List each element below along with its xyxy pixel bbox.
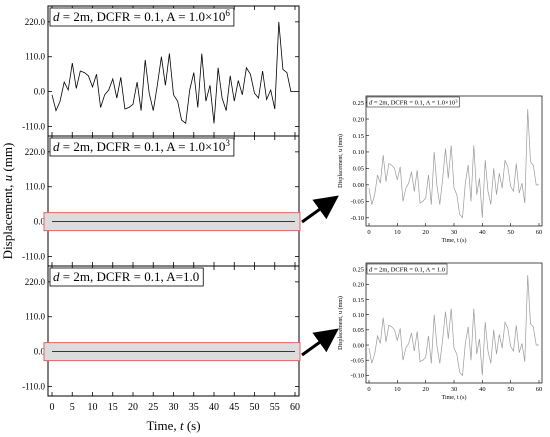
inset-title: d = 2m, DCFR = 0.1, A = 1.0×103 [369,98,458,107]
inset-x-axis-title: Time, t (s) [442,237,467,244]
zoom-inset-2: 0.25 0.20 0.15 0.10 0.05 0.00 -0.05 -0.100 10 20 3… [337,262,543,401]
inset-x-tick-label: 40 [479,386,486,393]
x-axis-title: Time, t (s) [146,418,200,433]
inset-y-tick-label: 0.00 [353,342,364,349]
y-tick-label: 0.0 [34,347,46,357]
inset-y-tick-label: -0.05 [350,358,364,365]
inset-x-tick-label: 50 [507,386,514,393]
x-tick-label: 55 [270,402,280,413]
inset-y-tick-label: 0.15 [353,297,364,304]
y-tick-label: 110.0 [25,52,45,62]
inset-y-tick-label: 0.05 [353,327,364,334]
inset-y-tick-label: -0.05 [350,199,364,206]
inset-x-axis-title: Time, t (s) [442,394,467,401]
x-tick-label: 15 [108,402,118,413]
y-tick-label: 220.0 [25,17,46,27]
x-tick-label: 30 [169,402,179,413]
inset-title-box [366,96,460,108]
y-tick-label: 110.0 [25,182,45,192]
x-tick-label: 10 [88,402,98,413]
inset-series-line [368,109,539,219]
x-tick-label: 40 [209,402,219,413]
inset-y-tick-label: 0.20 [353,282,364,289]
x-tick-label: 35 [189,402,199,413]
x-axis: 0 5 10 15 20 25 30 35 40 45 50 55 60 [50,402,301,413]
inset-y-tick-label: 0.15 [353,133,364,140]
zoom-inset-1: 0.25 0.20 0.15 0.10 0.05 0.00 -0.05 -0.100 10 20 3… [337,95,543,244]
x-tick-label: 45 [229,402,239,413]
inset-y-tick-label: -0.10 [350,215,364,222]
panel-title: d = 2m, DCFR = 0.1, A=1.0 [53,269,199,284]
inset-series-line [368,275,539,377]
y-tick-label: -110.0 [22,381,45,391]
inset-y-tick-label: 0.10 [353,149,364,156]
y-tick-label: 0.0 [34,87,46,97]
y-tick-label: 220.0 [25,147,46,157]
x-tick-label: 5 [70,402,75,413]
x-tick-label: 20 [128,402,138,413]
panel-1: 220.0 110.0 0.0 -110.0 d = 2m, DCFR = 0.1, A… [22,5,300,137]
inset-title: d = 2m, DCFR = 0.1, A = 1.0 [369,267,445,274]
inset-x-tick-label: 40 [479,229,486,236]
panel-2: 220.0 110.0 0.0 -110.0 d = 2m, DCFR = 0.1, A… [22,135,301,267]
inset-y-axis-title: Displacement, u (mm) [337,134,344,188]
x-tick-label: 60 [290,402,300,413]
inset-x-tick-label: 10 [394,229,401,236]
inset-y-tick-label: -0.10 [350,373,364,380]
inset-x-tick-label: 0 [367,229,370,236]
inset-y-tick-label: 0.25 [353,100,364,107]
panel-title-box [49,137,235,157]
inset-frame [365,95,543,227]
panel-3: 220.0 110.0 0.0 -110.0 d = 2m, DCFR = 0.1, A… [22,265,301,397]
y-tick-label: 110.0 [25,312,45,322]
y-tick-label: -110.0 [22,251,45,261]
x-tick-label: 50 [250,402,260,413]
inset-x-tick-label: 20 [422,386,429,393]
y-tick-label: -110.0 [22,121,45,131]
inset-y-tick-label: 0.10 [353,312,364,319]
inset-x-tick-label: 10 [394,386,401,393]
inset-title-box [366,263,448,275]
inset-x-tick-label: 30 [451,229,458,236]
inset-y-tick-label: 0.20 [353,116,364,123]
inset-y-tick-label: 0.25 [353,266,364,273]
inset-x-tick-label: 60 [536,229,543,236]
y-tick-label: 0.0 [34,217,46,227]
x-tick-label: 0 [50,402,55,413]
series-line [51,21,295,125]
y-tick-label: 220.0 [25,277,46,287]
inset-x-tick-label: 30 [451,386,458,393]
inset-x-tick-label: 50 [507,229,514,236]
zoom-arrow [301,195,339,224]
panel-title: d = 2m, DCFR = 0.1, A = 1.0×103 [53,138,230,154]
panel-title-box [49,7,235,27]
panel-title: d = 2m, DCFR = 0.1, A = 1.0×106 [53,8,230,24]
inset-y-tick-label: 0.00 [353,182,364,189]
panel-title-box [49,267,204,287]
zoom-arrow [301,328,339,357]
y-axis-title: Displacement, u (mm) [0,143,15,260]
inset-x-tick-label: 20 [422,229,429,236]
inset-y-axis-title: Displacement, u (mm) [337,296,344,350]
inset-frame [365,262,543,384]
inset-x-tick-label: 0 [367,386,370,393]
x-tick-label: 25 [148,402,158,413]
inset-y-tick-label: 0.05 [353,166,364,173]
inset-x-tick-label: 60 [536,386,543,393]
